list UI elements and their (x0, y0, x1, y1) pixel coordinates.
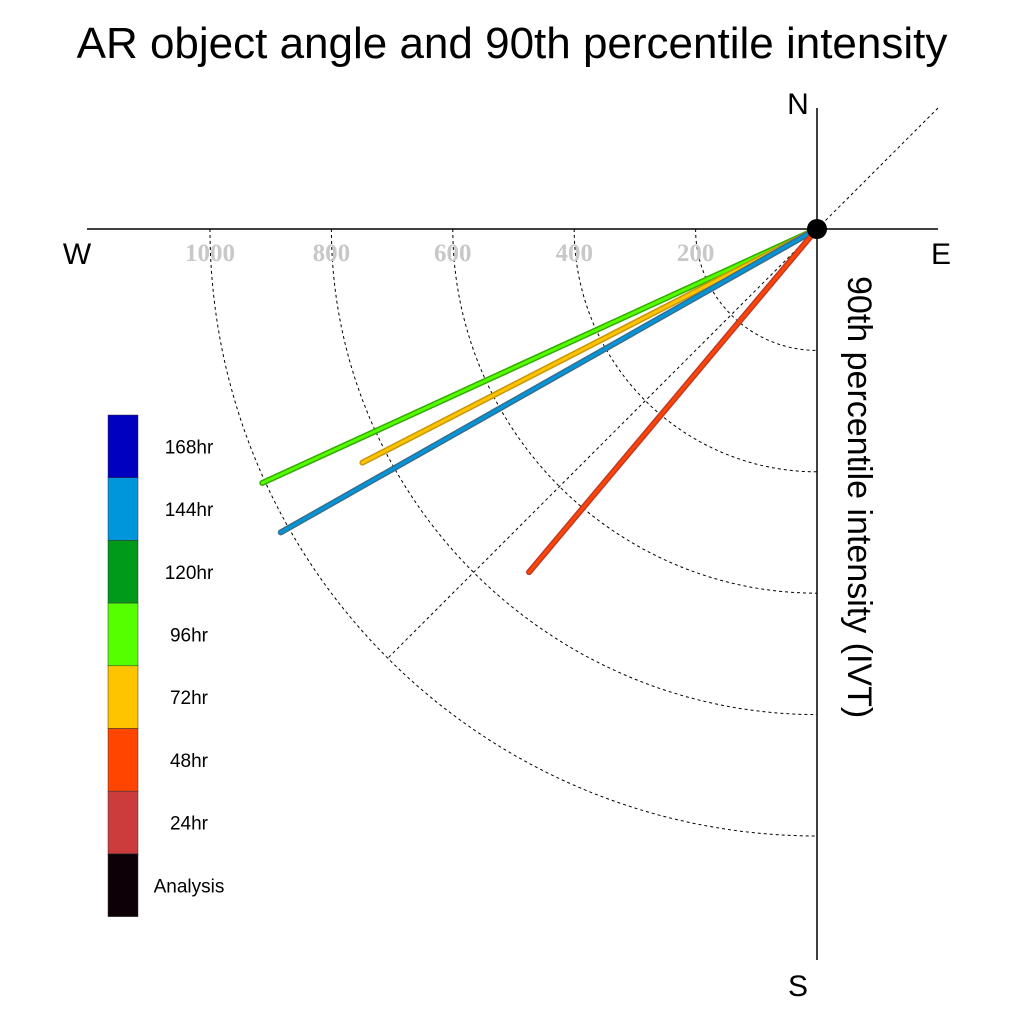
chart-title: AR object angle and 90th percentile inte… (77, 19, 948, 68)
legend-swatch-24hr (107, 790, 139, 855)
legend-swatch-Analysis (107, 853, 139, 917)
legend-swatch-96hr (107, 602, 139, 667)
tick-label-200: 200 (677, 240, 715, 267)
series-lines (259, 226, 820, 576)
tick-label-600: 600 (434, 240, 472, 267)
series-line-144hr (279, 227, 819, 534)
tick-label-400: 400 (555, 240, 593, 267)
grid-arc-1000 (209, 228, 818, 837)
legend-label-72hr: 72hr (170, 688, 209, 709)
compass-west: W (63, 238, 92, 271)
y-axis-label: 90th percentile intensity (IVT) (840, 276, 878, 718)
origin-dot (807, 219, 827, 239)
grid-arcs (209, 228, 818, 837)
grid-arc-600 (452, 228, 818, 594)
legend-label-Analysis: Analysis (154, 876, 225, 897)
legend-swatch-144hr (107, 477, 139, 541)
radial-tick-labels: 200 400 600 800 1000 (185, 240, 714, 267)
grid-arc-800 (330, 228, 818, 716)
grid-arc-200 (695, 228, 818, 351)
compass-east: E (931, 238, 951, 271)
legend-label-48hr: 48hr (170, 751, 209, 772)
legend-label-96hr: 96hr (170, 625, 209, 646)
legend: 168hr 144hr 120hr 96hr 72hr 48hr 24hr Analysis (107, 414, 225, 917)
compass-axes (87, 107, 939, 960)
compass-north: N (787, 88, 809, 121)
legend-label-168hr: 168hr (165, 437, 214, 458)
legend-swatch-72hr (107, 665, 139, 729)
legend-swatch-168hr (107, 414, 139, 478)
series-line-96hr (260, 227, 819, 485)
legend-label-120hr: 120hr (165, 563, 214, 584)
series-line-48hr (527, 227, 819, 574)
legend-label-144hr: 144hr (165, 500, 214, 521)
series-line-72hr (360, 227, 819, 465)
tick-label-800: 800 (313, 240, 351, 267)
legend-swatch-48hr (107, 728, 139, 792)
tick-label-1000: 1000 (185, 240, 235, 267)
compass-south: S (788, 970, 808, 1003)
legend-label-24hr: 24hr (170, 814, 209, 835)
legend-swatch-120hr (107, 540, 139, 604)
grid-arc-400 (573, 228, 818, 473)
ne-sw-diagonal (386, 107, 939, 660)
